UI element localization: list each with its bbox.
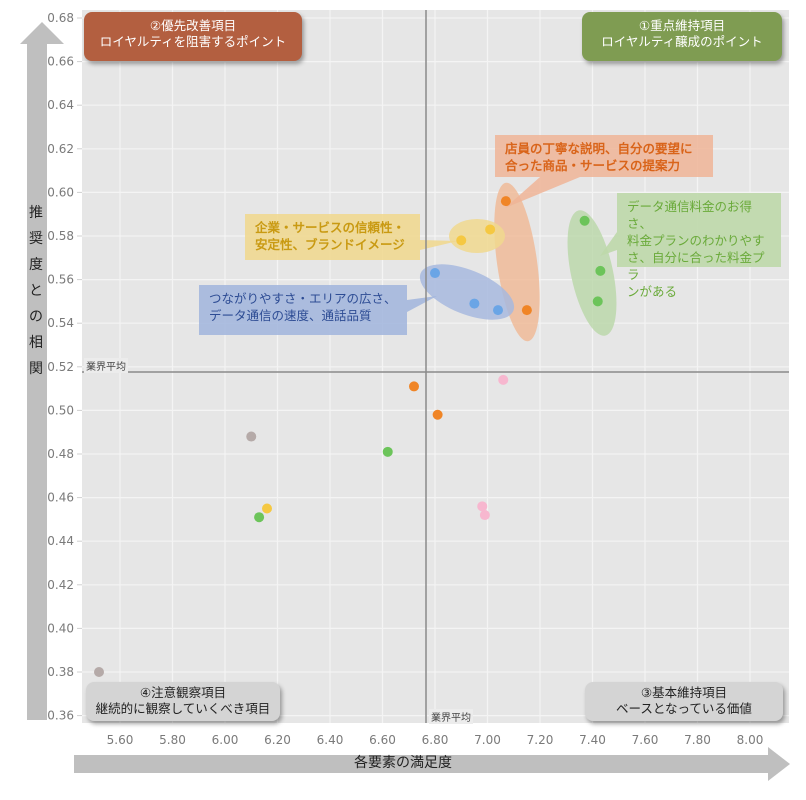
x-tick: 7.80 xyxy=(684,733,711,747)
x-tick: 6.40 xyxy=(317,733,344,747)
data-point xyxy=(477,501,488,512)
y-tick: 0.58 xyxy=(47,229,74,243)
x-tick-labels: 5.60 5.80 6.00 6.20 6.40 6.60 6.80 7.00 7.20 7.40… xyxy=(107,733,764,747)
q2-line2: ロイヤルティを阻害するポイント xyxy=(99,34,287,49)
industry-avg-label-horizontal: 業界平均 xyxy=(84,358,128,373)
callout-text: 企業・サービスの信頼性・ xyxy=(255,220,406,235)
data-point xyxy=(430,268,440,279)
q3-line2: ベースとなっている価値 xyxy=(616,701,752,716)
x-tick: 6.20 xyxy=(264,733,291,747)
y-axis-arrow xyxy=(20,22,64,720)
data-point xyxy=(432,409,443,420)
q1-line1: ①重点維持項目 xyxy=(638,18,726,33)
x-axis-title: 各要素の満足度 xyxy=(354,755,452,771)
x-tick: 7.40 xyxy=(579,733,606,747)
x-tick: 6.00 xyxy=(212,733,239,747)
q2-line1: ②優先改善項目 xyxy=(149,18,237,33)
industry-avg-label-vertical: 業界平均 xyxy=(429,709,473,724)
quadrant-4-label: ④注意観察項目 継続的に観察していくべき項目 xyxy=(86,682,280,721)
quadrant-2-label: ②優先改善項目 ロイヤルティを阻害するポイント xyxy=(84,12,302,61)
callout-text: つながりやすさ・エリアの広さ、 xyxy=(209,291,397,306)
data-point xyxy=(521,305,532,316)
data-point xyxy=(469,298,480,309)
y-tick: 0.44 xyxy=(47,534,74,548)
data-point xyxy=(592,296,603,307)
group-ellipses xyxy=(419,182,617,342)
data-point xyxy=(409,381,419,392)
callout-staff-proposal: 店員の丁寧な説明、自分の要望に 合った商品・サービスの提案力 xyxy=(495,135,713,177)
x-tick: 5.60 xyxy=(107,733,134,747)
callout-text: データ通信料金のお得さ、 xyxy=(627,199,753,231)
data-point xyxy=(479,510,490,521)
data-point xyxy=(254,512,265,523)
q3-line1: ③基本維持項目 xyxy=(640,685,728,700)
y-tick: 0.60 xyxy=(47,185,74,199)
y-tick: 0.64 xyxy=(47,98,74,112)
x-tick: 6.80 xyxy=(422,733,449,747)
ellipse-green xyxy=(567,210,617,336)
callout-reliability-brand: 企業・サービスの信頼性・ 安定性、ブランドイメージ xyxy=(245,214,420,260)
y-tick: 0.54 xyxy=(47,316,74,330)
data-point xyxy=(493,305,503,316)
callout-text: ンがある xyxy=(627,284,678,299)
data-point xyxy=(262,503,272,514)
callout-connectivity: つながりやすさ・エリアの広さ、 データ通信の速度、通話品質 xyxy=(199,285,407,335)
y-tick: 0.40 xyxy=(47,621,74,635)
ellipse-blue xyxy=(419,264,515,320)
callout-text: データ通信の速度、通話品質 xyxy=(209,308,372,323)
callout-tails xyxy=(407,177,617,312)
x-tick: 7.60 xyxy=(632,733,659,747)
data-point xyxy=(456,235,467,246)
x-tick: 7.00 xyxy=(474,733,501,747)
q4-line2: 継続的に観察していくべき項目 xyxy=(95,701,271,716)
x-tick: 6.60 xyxy=(369,733,396,747)
callout-text: 料金プランのわかりやす xyxy=(627,233,765,248)
data-point xyxy=(500,196,511,207)
data-point xyxy=(382,446,393,457)
callout-pricing: データ通信料金のお得さ、 料金プランのわかりやす さ、自分に合った料金プラ ンが… xyxy=(617,193,781,299)
data-points xyxy=(94,196,606,677)
y-axis-title: 推奨度との相関 xyxy=(29,205,43,377)
data-point xyxy=(246,431,257,442)
x-tick: 7.20 xyxy=(527,733,554,747)
x-tick: 8.00 xyxy=(737,733,764,747)
data-point xyxy=(595,265,606,276)
y-tick: 0.62 xyxy=(47,142,74,156)
y-tick: 0.66 xyxy=(47,55,74,69)
callout-text: 店員の丁寧な説明、自分の要望に xyxy=(505,141,693,156)
y-tick-labels: 0.36 0.38 0.40 0.42 0.44 0.46 0.48 0.50 0.52 0.54… xyxy=(47,11,74,723)
q1-line2: ロイヤルティ醸成のポイント xyxy=(601,34,763,49)
callout-text: さ、自分に合った料金プラ xyxy=(627,250,765,282)
quadrant-1-label: ①重点維持項目 ロイヤルティ醸成のポイント xyxy=(582,12,782,61)
data-point xyxy=(579,215,590,226)
y-tick: 0.56 xyxy=(47,273,74,287)
x-tick: 5.80 xyxy=(159,733,186,747)
x-axis-arrow xyxy=(74,747,790,781)
y-tick: 0.42 xyxy=(47,578,74,592)
data-point xyxy=(498,374,509,385)
callout-text: 安定性、ブランドイメージ xyxy=(255,237,405,252)
y-tick: 0.68 xyxy=(47,11,74,25)
y-tick: 0.48 xyxy=(47,447,74,461)
q4-line1: ④注意観察項目 xyxy=(139,685,227,700)
y-tick: 0.38 xyxy=(47,665,74,679)
y-tick: 0.52 xyxy=(47,360,74,374)
callout-text: 合った商品・サービスの提案力 xyxy=(505,158,681,173)
quadrant-3-label: ③基本維持項目 ベースとなっている価値 xyxy=(585,682,783,721)
ellipse-yellow xyxy=(449,219,505,253)
data-point xyxy=(94,667,104,677)
data-point xyxy=(485,224,496,235)
y-tick: 0.36 xyxy=(47,709,74,723)
y-tick: 0.46 xyxy=(47,491,74,505)
y-tick: 0.50 xyxy=(47,403,74,417)
